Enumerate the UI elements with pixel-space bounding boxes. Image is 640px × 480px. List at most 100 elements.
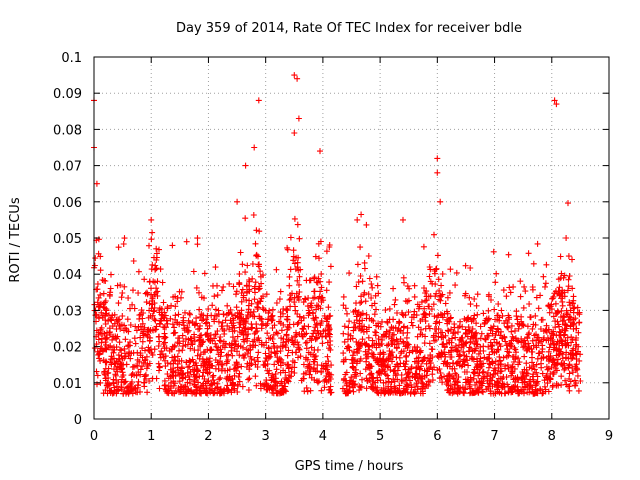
data-point [267, 353, 274, 360]
data-point [405, 309, 412, 316]
data-point [141, 383, 148, 390]
data-point [573, 350, 580, 357]
data-point [114, 319, 121, 325]
data-point [369, 375, 375, 382]
data-point [176, 358, 183, 365]
data-point [406, 369, 413, 376]
data-point [252, 279, 259, 286]
data-point [241, 318, 248, 325]
data-point [448, 347, 454, 354]
data-point [297, 353, 304, 360]
data-point [264, 330, 271, 337]
data-point [216, 390, 223, 397]
data-point [510, 335, 517, 342]
data-point [239, 383, 246, 390]
data-point [317, 305, 324, 312]
data-point [382, 379, 389, 386]
data-point [132, 340, 139, 347]
data-point [212, 306, 219, 313]
data-point [484, 369, 491, 376]
data-point [115, 352, 122, 359]
data-point [443, 381, 450, 388]
data-point [523, 366, 530, 373]
data-point [270, 340, 277, 347]
data-point [350, 365, 357, 372]
data-point [494, 370, 501, 377]
data-point [552, 300, 559, 307]
data-point [439, 341, 446, 348]
data-point [318, 387, 325, 394]
data-point [269, 376, 276, 383]
data-point [193, 284, 200, 291]
data-point [195, 379, 202, 386]
data-point [467, 265, 474, 271]
data-point [294, 277, 301, 284]
data-point [548, 306, 555, 313]
data-point [172, 303, 179, 310]
data-point [291, 260, 298, 267]
data-point [465, 362, 472, 369]
data-point [556, 328, 563, 335]
data-point [127, 355, 134, 362]
data-point [318, 368, 325, 375]
data-point [327, 263, 334, 270]
data-point [388, 379, 395, 386]
data-point [418, 299, 425, 306]
data-point [253, 382, 260, 389]
data-point [290, 321, 297, 328]
data-point [311, 365, 317, 372]
data-point [239, 261, 246, 268]
data-point [467, 339, 474, 346]
data-point [357, 370, 364, 377]
data-point [112, 333, 119, 340]
data-point [291, 215, 298, 222]
data-point [269, 306, 276, 313]
data-points [91, 72, 584, 397]
data-point [169, 321, 176, 328]
data-point [572, 337, 579, 344]
x-axis-label: GPS time / hours [295, 459, 404, 474]
data-point [423, 360, 430, 367]
data-point [534, 334, 541, 341]
data-point [488, 343, 495, 350]
data-point [322, 360, 329, 367]
data-point [323, 318, 330, 325]
data-point [220, 338, 227, 345]
data-point [197, 322, 203, 329]
data-point [123, 327, 130, 334]
data-point [105, 369, 112, 376]
data-point [139, 363, 145, 370]
data-point [543, 261, 550, 268]
data-point [227, 306, 234, 313]
data-point [325, 304, 332, 311]
data-point [350, 384, 356, 391]
data-point [506, 316, 512, 323]
data-point [97, 291, 104, 298]
data-point [302, 369, 309, 376]
data-point [451, 321, 458, 327]
data-point [493, 270, 500, 277]
y-tick-label: 0.02 [53, 341, 82, 356]
data-point [352, 308, 359, 315]
data-point [233, 288, 240, 295]
data-point [307, 351, 314, 358]
data-point [524, 334, 531, 340]
data-point [176, 347, 182, 354]
data-point [101, 368, 108, 375]
data-point [479, 369, 486, 376]
data-point [449, 335, 455, 342]
data-point [324, 363, 331, 370]
data-point [160, 354, 167, 361]
data-point [415, 305, 422, 312]
data-point [143, 299, 150, 306]
data-point [507, 289, 514, 296]
data-point [146, 378, 153, 384]
data-point [540, 273, 547, 280]
data-point [145, 314, 152, 321]
data-point [186, 373, 192, 379]
data-point [480, 343, 487, 350]
data-point [218, 323, 225, 330]
data-point [277, 320, 284, 327]
data-point [185, 364, 191, 371]
data-point [373, 306, 379, 313]
